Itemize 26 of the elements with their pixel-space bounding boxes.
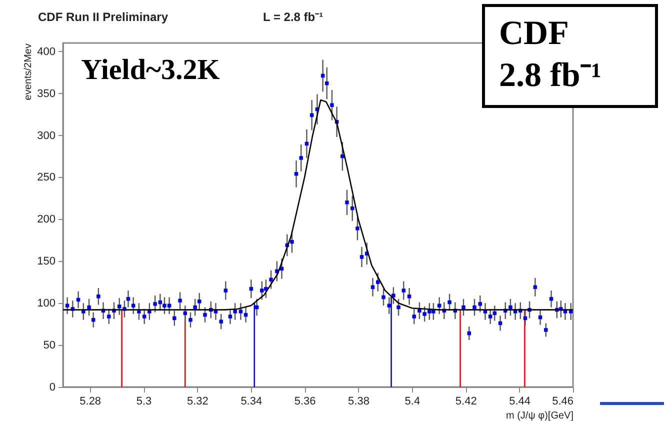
x-tick-label: 5.34 xyxy=(240,396,262,408)
y-tick-label: 350 xyxy=(37,88,56,100)
annotation: 2.8 fb⁻¹ xyxy=(499,56,602,96)
y-tick-label: 150 xyxy=(37,256,56,268)
x-tick-label: 5.3 xyxy=(136,396,152,408)
y-tick-label: 0 xyxy=(49,382,56,394)
chart-title: CDF Run II Preliminary xyxy=(38,10,168,24)
y-tick-label: 50 xyxy=(43,340,56,352)
x-tick-label: 5.38 xyxy=(348,396,370,408)
annotation: Yield~3.2K xyxy=(81,54,220,86)
y-tick-label: 100 xyxy=(37,298,56,310)
y-tick-label: 250 xyxy=(37,172,56,184)
x-tick-label: 5.4 xyxy=(404,396,420,408)
x-tick-label: 5.28 xyxy=(80,396,102,408)
y-axis-title: events/2Mev xyxy=(23,44,34,100)
x-tick-label: 5.46 xyxy=(552,396,574,408)
x-tick-label: 5.44 xyxy=(509,396,531,408)
x-tick-label: 5.42 xyxy=(455,396,477,408)
annotation: CDF xyxy=(499,14,570,54)
y-tick-label: 200 xyxy=(37,214,56,226)
x-tick-label: 5.32 xyxy=(187,396,208,408)
y-tick-label: 300 xyxy=(37,130,56,142)
x-axis-title: m (J/ψ φ)[GeV] xyxy=(506,410,574,422)
y-tick-label: 400 xyxy=(37,46,56,58)
chart-subtitle: L = 2.8 fb⁻¹ xyxy=(263,10,324,24)
x-tick-label: 5.36 xyxy=(294,396,316,408)
